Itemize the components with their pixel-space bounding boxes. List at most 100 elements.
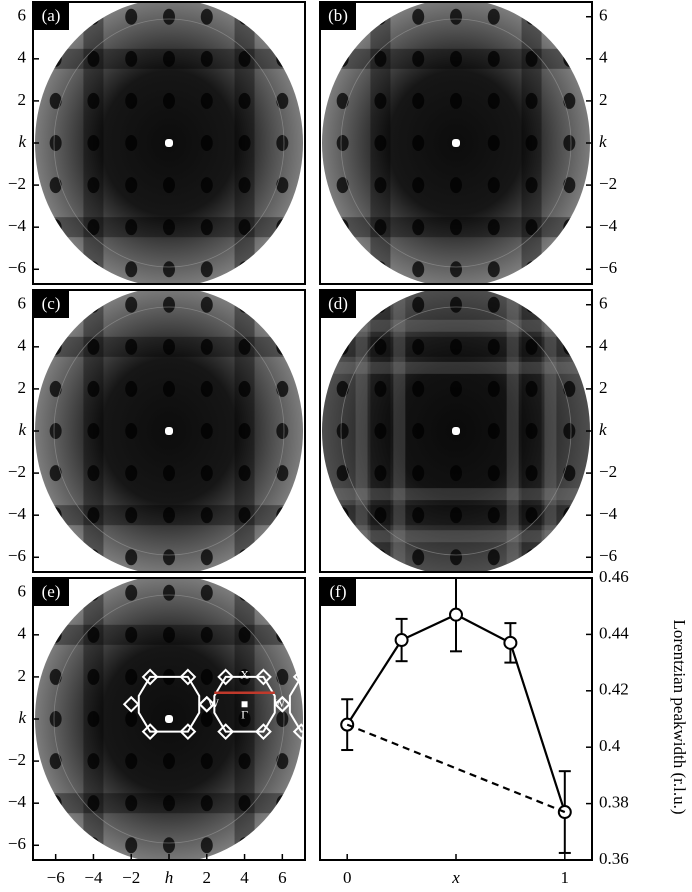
diffuse-pattern [35,2,303,284]
bragg-spot [87,296,100,313]
y-tick-label: 6 [18,582,27,601]
bragg-spot [49,549,62,566]
bragg-spot [49,380,62,397]
diffuse-band [506,290,519,572]
bragg-spot [125,837,138,854]
bragg-spot [525,380,538,397]
y-tick-label: 4 [599,48,608,67]
diffraction-image [35,290,303,572]
bragg-spot [563,380,576,397]
bragg-spot [374,219,387,236]
panel: 6 4 2 k −2 −4 −6 (c) [8,289,306,573]
zone-corner [141,668,159,686]
panel-frame [32,289,306,573]
bragg-spot [563,8,576,25]
bragg-spot [200,753,213,770]
y-tick-label: 4 [18,624,27,643]
bragg-spot [450,465,462,482]
bragg-spot [276,795,289,812]
zone-corner [255,723,272,741]
bragg-spot [563,423,576,439]
bragg-spot [374,549,387,566]
bragg-spot [163,507,175,524]
zone-corner [255,668,272,686]
bragg-spot [336,423,349,439]
panel-label-bg [321,3,356,30]
bragg-spot [125,507,138,524]
bragg-spot [525,8,538,25]
panel: X W W Γ 6 4 2 k −2 −4 −6 −6 −4 −2 h 2 4 6 (e) [8,577,306,887]
bragg-spot [49,711,62,727]
y-tick-label: 6 [18,6,27,25]
bragg-spot [125,465,138,482]
bragg-spot [200,795,213,812]
bragg-spot [276,753,289,770]
y-tick-label: −2 [599,462,617,481]
bragg-spot [125,380,138,397]
y-tick-label: −4 [8,504,27,523]
bragg-spot [87,465,100,482]
bragg-spot [525,338,538,355]
bragg-spot [525,219,538,236]
bragg-spot [487,50,500,67]
bragg-spot [200,837,213,854]
y-tick-label: 0.38 [599,793,629,812]
bragg-spot [336,338,349,355]
bragg-spot [238,711,251,727]
bragg-spot [200,8,213,25]
bragg-spot [487,135,500,151]
y-tick-label: −2 [8,174,26,193]
bragg-spot [563,549,576,566]
bragg-spot [87,668,100,685]
bragg-spot [87,92,100,109]
bragg-spot [87,753,100,770]
bragg-spot [276,711,289,727]
y-tick-label: 0.36 [599,849,629,868]
panel-label-bg [321,579,356,606]
bragg-spot [276,465,289,482]
bragg-spot [87,626,100,643]
x-tick-label: 6 [278,868,287,887]
y-tick-label: −4 [8,216,27,235]
bragg-spot [412,8,425,25]
bragg-spot [163,465,175,482]
bragg-spot [563,177,576,194]
bragg-spot [450,380,462,397]
bragg-spot [563,465,576,482]
panel-frame [319,1,593,285]
y-tick-label: 0.44 [599,623,629,642]
bragg-spot [125,8,138,25]
bragg-spot [238,50,251,67]
diffuse-band [393,290,406,572]
diffuse-band [355,290,368,572]
bragg-spot [87,549,100,566]
bragg-spot [412,261,425,278]
panel-frame [319,289,593,573]
y-tick-label: −2 [599,174,617,193]
bragg-spot [163,92,175,109]
bragg-spot [163,837,175,854]
y-tick-label: −4 [599,216,618,235]
bragg-spot [525,549,538,566]
bragg-spot [276,668,289,685]
zone-label: X [240,668,249,682]
diffuse-band [322,361,590,374]
bragg-spot [276,626,289,643]
y-tick-label: 0.4 [599,736,621,755]
bragg-spot [163,795,175,812]
panel-label: (e) [42,582,61,601]
zone-corner [217,723,235,741]
center-spot [452,427,460,435]
bragg-spot [200,261,213,278]
bragg-spot [200,296,213,313]
bragg-spot [487,261,500,278]
panel-frame [32,577,306,861]
bragg-spot [276,261,289,278]
bragg-spot [450,507,462,524]
bragg-spot [163,338,175,355]
y-tick-label: 6 [599,294,608,313]
bragg-spot [49,795,62,812]
bragg-spot [336,380,349,397]
center-spot [165,139,173,147]
bragg-spot [450,338,462,355]
